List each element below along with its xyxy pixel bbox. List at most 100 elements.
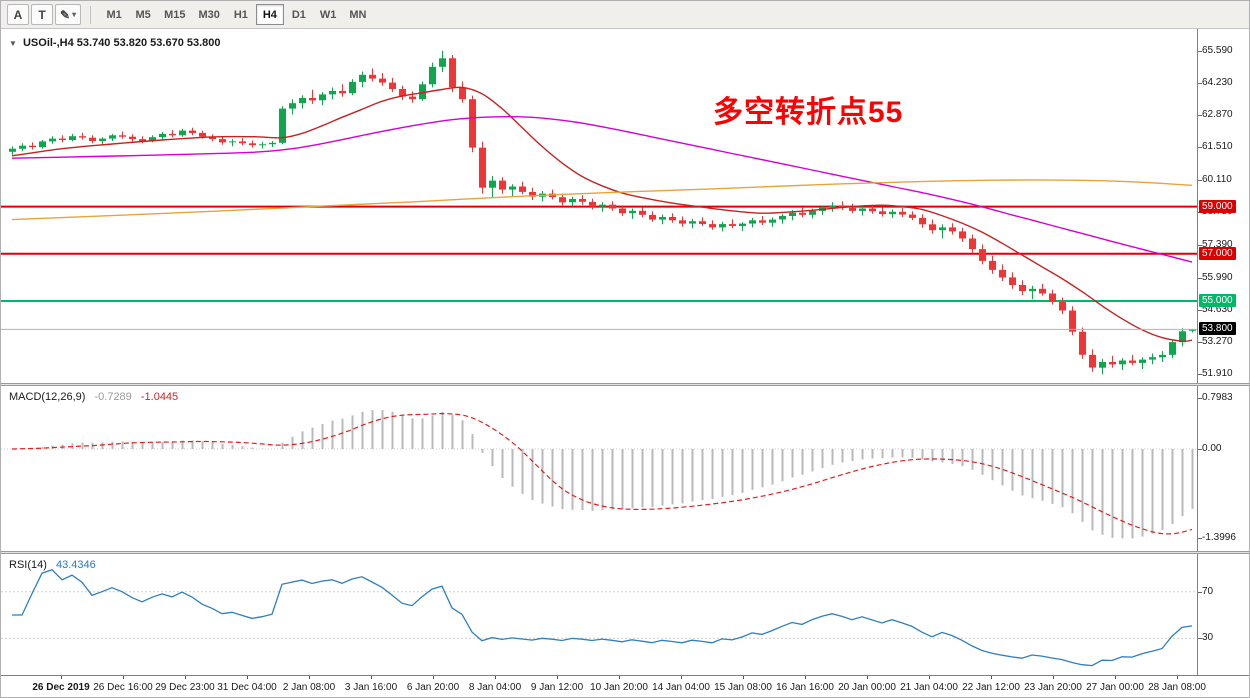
price-axis-label: 57.390	[1202, 238, 1233, 250]
time-axis-label: 2 Jan 08:00	[282, 682, 336, 693]
time-axis[interactable]: 26 Dec 2019 26 Dec 16:00 29 Dec 23:00 31 De…	[1, 675, 1249, 697]
timeframe-button-mn[interactable]: MN	[343, 4, 372, 25]
pencil-icon: ✎	[60, 7, 71, 22]
time-axis-label: 8 Jan 04:00	[468, 682, 522, 693]
price-axis-tick	[1198, 212, 1202, 214]
time-axis-tick	[619, 676, 620, 679]
time-axis-tick	[185, 676, 186, 679]
time-axis-tick	[433, 676, 434, 679]
time-axis-tick	[805, 676, 806, 679]
time-axis-label: 22 Jan 12:00	[962, 682, 1020, 693]
rsi-axis-tick	[1198, 638, 1202, 640]
price-axis-label: 51.910	[1202, 367, 1233, 379]
ma-slow-line	[11, 179, 1193, 221]
ma-fast-line	[11, 86, 1193, 342]
price-axis-tick	[1198, 51, 1202, 52]
time-axis-label: 28 Jan 08:00	[1148, 682, 1206, 693]
rsi-canvas[interactable]	[1, 554, 1197, 675]
price-axis-tick	[1198, 180, 1202, 182]
drawing-tools-dropdown[interactable]: ✎ ▾	[55, 4, 82, 25]
rsi-label: RSI(14) 43.4346	[9, 559, 96, 571]
time-axis-label: 10 Jan 20:00	[590, 682, 648, 693]
time-axis-label: 21 Jan 04:00	[900, 682, 958, 693]
time-axis-tick	[123, 676, 124, 679]
time-axis-tick	[991, 676, 992, 679]
price-axis-label: 65.590	[1202, 45, 1233, 56]
rsi-name: RSI(14)	[9, 559, 47, 571]
annotation-text[interactable]: 多空转折点55	[713, 96, 904, 129]
timeframe-button-d1[interactable]: D1	[285, 4, 313, 25]
time-axis-label: 26 Dec 2019	[32, 682, 90, 693]
timeframe-button-h1[interactable]: H1	[227, 4, 255, 25]
time-axis-tick	[495, 676, 496, 679]
macd-axis-tick	[1198, 449, 1202, 450]
macd-main-value: -0.7289	[94, 391, 132, 403]
time-axis-tick	[309, 676, 310, 679]
time-axis-label: 31 Dec 04:00	[217, 682, 277, 693]
time-axis-label: 6 Jan 20:00	[406, 682, 460, 693]
time-axis-tick	[929, 676, 930, 679]
price-axis-tick	[1198, 309, 1202, 311]
time-axis-label: 3 Jan 16:00	[344, 682, 398, 693]
symbol-dropdown-icon[interactable]: ▼	[9, 39, 17, 48]
macd-label: MACD(12,26,9) -0.7289 -1.0445	[9, 391, 178, 403]
time-axis-tick	[867, 676, 868, 679]
cursor-tool-button[interactable]: T	[31, 4, 53, 25]
time-axis-tick	[1115, 676, 1116, 679]
price-axis-tick	[1198, 244, 1202, 246]
macd-signal-value: -1.0445	[140, 391, 179, 403]
rsi-value: 43.4346	[55, 559, 96, 571]
price-axis-label: 62.870	[1202, 109, 1233, 121]
rsi-axis-tick	[1198, 591, 1202, 593]
time-axis-label: 29 Dec 23:00	[155, 682, 215, 693]
current-price-tag: 53.800	[1199, 322, 1236, 336]
rsi-line	[12, 568, 1193, 667]
price-axis-label: 53.270	[1202, 335, 1233, 347]
timeframe-button-h4[interactable]: H4	[255, 4, 284, 25]
price-tag-57.000: 57.000	[1199, 246, 1236, 260]
time-axis-label: 15 Jan 08:00	[714, 682, 772, 693]
macd-axis: 0.7983 0.00 -1.3996	[1197, 386, 1249, 551]
price-axis-tick	[1198, 373, 1202, 375]
price-axis-tick	[1198, 147, 1202, 149]
macd-canvas[interactable]	[1, 386, 1197, 551]
macd-signal-line	[11, 412, 1193, 535]
toolbar: A T ✎ ▾ M1 M5 M15 M30 H1 H4 D1 W1 MN	[1, 1, 1249, 29]
time-axis-tick	[1053, 676, 1054, 679]
toolbar-separator	[90, 5, 92, 24]
rsi-panel: RSI(14) 43.4346 70 30	[1, 554, 1249, 675]
time-axis-tick	[743, 676, 744, 679]
panel-divider-rsi[interactable]	[1, 551, 1249, 554]
time-axis-label: 14 Jan 04:00	[652, 682, 710, 693]
timeframe-button-m15[interactable]: M15	[158, 4, 191, 25]
text-tool-label: A	[13, 7, 23, 22]
time-axis-label: 23 Jan 20:00	[1024, 682, 1082, 693]
price-axis-label: 60.110	[1202, 174, 1232, 186]
price-axis-tick	[1198, 115, 1202, 117]
time-axis-tick	[371, 676, 372, 679]
rsi-axis-label: 30	[1202, 632, 1214, 644]
time-axis-label: 26 Dec 16:00	[93, 682, 153, 693]
ma-mid-line	[11, 115, 1193, 263]
time-axis-tick	[247, 676, 248, 679]
time-axis-tick	[1177, 676, 1178, 679]
price-axis-tick	[1198, 83, 1202, 85]
macd-axis-label: -1.3996	[1202, 532, 1236, 544]
time-axis-label: 27 Jan 00:00	[1086, 682, 1144, 693]
timeframe-button-group: M1 M5 M15 M30 H1 H4 D1 W1 MN	[100, 4, 372, 25]
timeframe-button-m30[interactable]: M30	[192, 4, 225, 25]
price-axis-label: 54.630	[1202, 303, 1233, 315]
panel-divider-macd[interactable]	[1, 383, 1249, 386]
timeframe-button-w1[interactable]: W1	[314, 4, 343, 25]
text-tool-button[interactable]: A	[7, 4, 29, 25]
price-axis-tick	[1198, 341, 1202, 343]
price-tag-55.000: 55.000	[1199, 294, 1236, 308]
timeframe-button-m1[interactable]: M1	[100, 4, 128, 25]
rsi-axis-label: 70	[1202, 585, 1214, 597]
time-axis-label: 20 Jan 00:00	[838, 682, 896, 693]
price-chart-canvas[interactable]	[1, 29, 1197, 383]
cursor-tool-label: T	[38, 7, 46, 22]
macd-axis-label: 0.00	[1202, 443, 1222, 454]
ohlc-values: 53.740 53.820 53.670 53.800	[76, 37, 221, 49]
timeframe-button-m5[interactable]: M5	[129, 4, 157, 25]
